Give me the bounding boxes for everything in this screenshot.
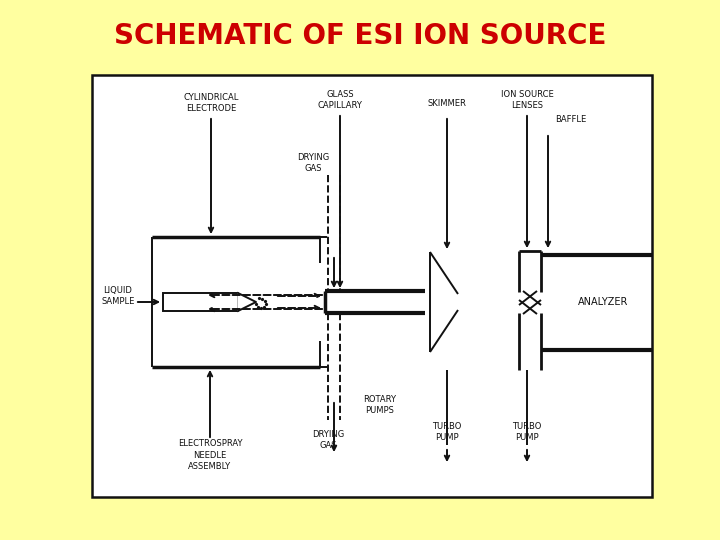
Polygon shape <box>238 293 256 311</box>
Text: ROTARY
PUMPS: ROTARY PUMPS <box>364 395 397 415</box>
Text: TURBO
PUMP: TURBO PUMP <box>513 422 541 442</box>
Text: LIQUID
SAMPLE: LIQUID SAMPLE <box>102 286 135 306</box>
Text: ION SOURCE
LENSES: ION SOURCE LENSES <box>500 90 554 110</box>
Bar <box>163 293 238 311</box>
Text: DRYING
GAS: DRYING GAS <box>312 430 344 450</box>
Text: SKIMMER: SKIMMER <box>428 99 467 109</box>
Text: ANALYZER: ANALYZER <box>578 297 628 307</box>
Bar <box>92 75 652 497</box>
Text: SCHEMATIC OF ESI ION SOURCE: SCHEMATIC OF ESI ION SOURCE <box>114 22 606 50</box>
Text: ELECTROSPRAY
NEEDLE
ASSEMBLY: ELECTROSPRAY NEEDLE ASSEMBLY <box>178 440 242 470</box>
Text: CYLINDRICAL
ELECTRODE: CYLINDRICAL ELECTRODE <box>184 93 239 113</box>
Text: BAFFLE: BAFFLE <box>555 116 587 125</box>
Text: GLASS
CAPILLARY: GLASS CAPILLARY <box>318 90 362 110</box>
Text: TURBO
PUMP: TURBO PUMP <box>432 422 462 442</box>
Text: DRYING
GAS: DRYING GAS <box>297 153 329 173</box>
